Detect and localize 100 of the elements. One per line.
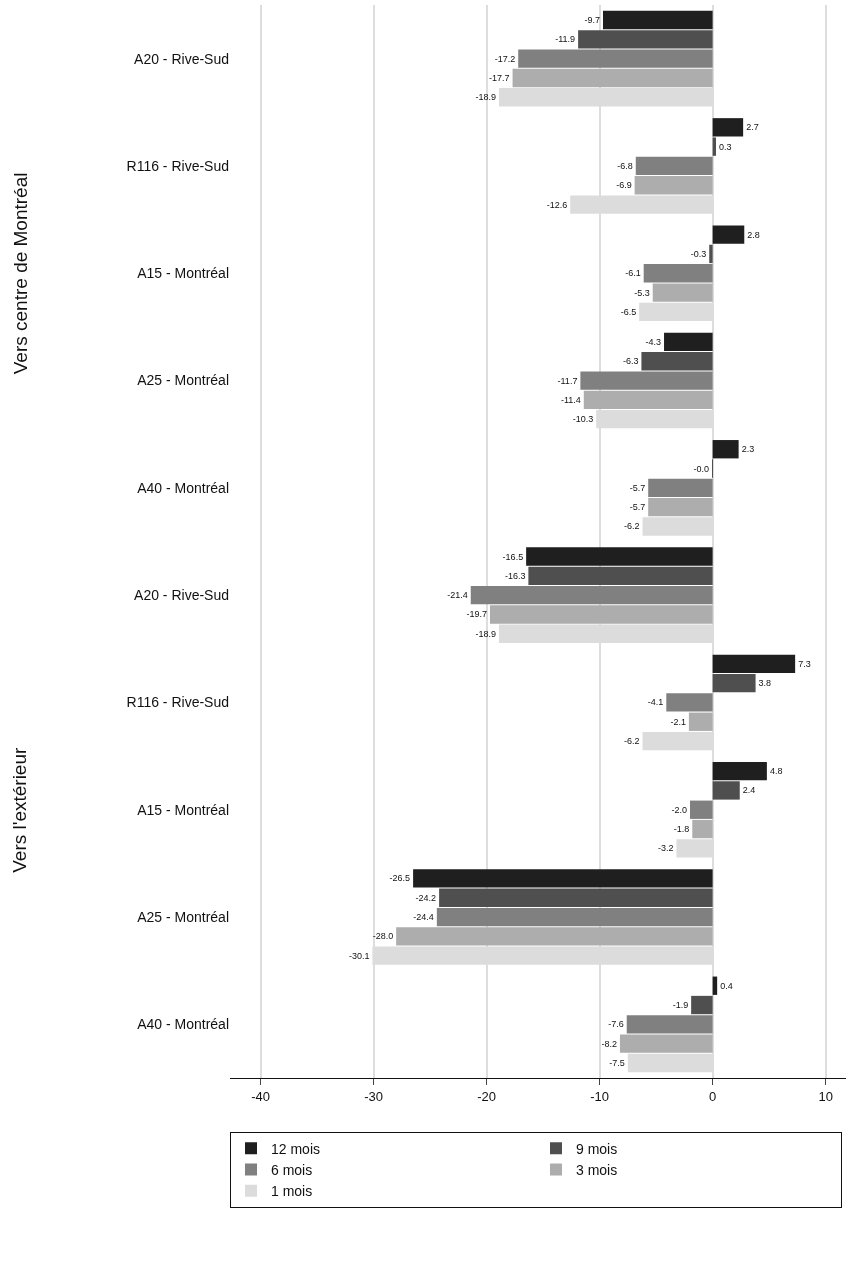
y-tick-label: A20 - Rive-Sud	[134, 50, 229, 67]
data-label: -4.1	[647, 697, 664, 708]
data-label: -26.5	[389, 873, 411, 884]
bar	[643, 264, 713, 283]
data-label: 7.3	[798, 658, 811, 669]
data-label: -6.2	[624, 736, 640, 747]
data-label: -21.4	[447, 590, 468, 601]
data-label: -7.5	[609, 1057, 625, 1068]
data-label: -6.1	[625, 268, 641, 279]
x-tick-label: 0	[709, 1088, 717, 1104]
legend-label: 3 mois	[576, 1161, 618, 1178]
bar	[712, 781, 740, 800]
y-tick-label: R116 - Rive-Sud	[126, 157, 229, 174]
data-label: -2.0	[671, 804, 688, 815]
data-label: -17.7	[489, 72, 510, 83]
data-label: -3.2	[657, 843, 674, 854]
data-label: -17.2	[494, 53, 516, 64]
y-tick-label: A25 - Montréal	[137, 372, 229, 389]
data-label: -11.4	[560, 394, 581, 405]
x-tick-label: -10	[590, 1088, 609, 1104]
data-label: -6.5	[620, 306, 637, 317]
bar	[709, 244, 713, 264]
data-label: -10.3	[572, 414, 594, 425]
bar	[712, 118, 744, 137]
data-label: -18.9	[475, 628, 497, 639]
data-label: -24.2	[415, 892, 437, 903]
y-tick-label: A15 - Montréal	[137, 801, 229, 818]
data-label: 2.8	[747, 229, 760, 240]
data-label: -6.2	[624, 521, 640, 532]
bar	[583, 390, 713, 410]
data-label: -16.3	[504, 570, 526, 581]
bar	[664, 332, 713, 352]
data-label: -30.1	[348, 950, 370, 961]
y-tick-label: R116 - Rive-Sud	[126, 694, 229, 711]
bar	[712, 225, 745, 244]
data-label: -9.7	[584, 15, 600, 26]
bar	[712, 440, 739, 459]
bar	[436, 907, 713, 927]
data-label: -12.6	[546, 199, 568, 210]
data-label: -18.9	[475, 92, 497, 103]
legend-label: 6 mois	[271, 1161, 313, 1178]
data-label: -6.9	[616, 180, 632, 191]
data-label: 2.4	[742, 785, 756, 796]
data-label: -16.5	[502, 551, 524, 562]
data-label: -1.9	[672, 1000, 689, 1011]
data-label: -24.4	[413, 912, 434, 923]
bar	[691, 995, 713, 1015]
bar	[602, 10, 713, 30]
data-label: 2.3	[741, 444, 755, 455]
bar	[648, 497, 713, 517]
data-label: -19.7	[466, 609, 487, 620]
bar	[648, 478, 713, 498]
x-tick-label: -20	[477, 1088, 496, 1104]
y-tick-label: A40 - Montréal	[137, 479, 229, 496]
bar	[619, 1034, 713, 1053]
data-label: -4.3	[645, 336, 662, 347]
data-label: -7.6	[608, 1019, 624, 1030]
bar	[512, 68, 713, 88]
bar	[578, 30, 713, 49]
bar	[712, 673, 756, 693]
bar	[470, 585, 713, 605]
bar	[712, 761, 767, 781]
data-label: -0.0	[693, 463, 709, 474]
y-tick-label: A25 - Montréal	[137, 908, 229, 925]
data-label: 2.7	[746, 122, 759, 133]
bar	[413, 869, 713, 888]
y-tick-label: A40 - Montréal	[137, 1016, 229, 1033]
data-label: -1.8	[673, 824, 690, 835]
bar	[396, 927, 713, 946]
data-label: 0.3	[719, 141, 732, 152]
bar	[666, 693, 713, 712]
data-label: -0.3	[690, 248, 707, 259]
bar	[634, 176, 713, 195]
legend-label: 12 mois	[271, 1140, 321, 1157]
bar	[528, 566, 713, 586]
legend-label: 9 mois	[576, 1140, 618, 1157]
data-label: -8.2	[601, 1038, 617, 1049]
data-label: -2.1	[670, 716, 686, 727]
data-label: 3.8	[758, 678, 772, 689]
x-tick-label: -30	[364, 1088, 383, 1104]
data-label: 0.4	[720, 980, 733, 991]
x-tick-label: -40	[251, 1088, 270, 1104]
bar	[518, 49, 713, 68]
bar	[439, 888, 713, 907]
bar	[688, 712, 713, 731]
bar	[652, 283, 713, 302]
data-label: -5.7	[629, 482, 646, 493]
data-label: -6.3	[622, 356, 639, 367]
bar	[635, 156, 713, 176]
legend-label: 1 mois	[271, 1183, 313, 1200]
x-tick-label: 10	[818, 1088, 833, 1104]
bar	[641, 352, 713, 371]
bar	[712, 137, 717, 156]
text: Vers l'extérieur	[9, 747, 31, 873]
bar	[712, 654, 796, 673]
data-label: -11.7	[557, 375, 578, 386]
bar	[690, 800, 713, 819]
data-label: -28.0	[372, 931, 394, 942]
text: Vers centre de Montréal	[9, 172, 31, 375]
y-tick-label: A15 - Montréal	[137, 265, 229, 282]
